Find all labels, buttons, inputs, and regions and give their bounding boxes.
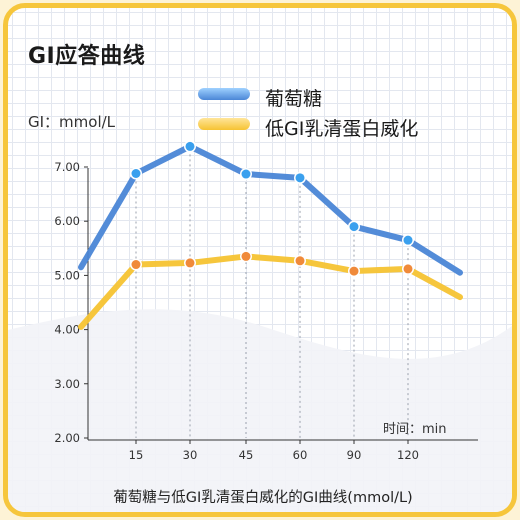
y-tick-label: 3.00	[54, 377, 80, 391]
y-tick-label: 4.00	[54, 323, 80, 337]
data-point-glucose	[403, 235, 413, 245]
x-tick-label: 90	[347, 448, 362, 462]
chart-title: GI应答曲线	[28, 44, 146, 69]
y-tick-label: 6.00	[54, 214, 80, 228]
x-tick-label: 45	[239, 448, 254, 462]
y-tick-label: 5.00	[54, 268, 80, 282]
x-tick-label: 120	[397, 448, 419, 462]
y-axis-label: GI：mmol/L	[28, 113, 116, 131]
data-point-glucose	[241, 169, 251, 179]
x-axis-label: 时间：min	[383, 422, 447, 437]
series-line-wafer	[78, 253, 463, 330]
legend-swatch-wafer	[198, 118, 250, 130]
y-tick-label: 2.00	[54, 431, 80, 445]
legend-label-glucose: 葡萄糖	[265, 88, 323, 110]
x-tick-label: 15	[129, 448, 144, 462]
data-point-wafer	[185, 258, 195, 268]
data-point-wafer	[403, 264, 413, 274]
series-line-glucose	[78, 143, 463, 276]
data-point-glucose	[185, 141, 195, 151]
data-point-wafer	[131, 260, 141, 270]
legend-swatch-glucose	[198, 88, 250, 100]
data-point-glucose	[349, 222, 359, 232]
legend-label-wafer: 低GI乳清蛋白威化	[265, 118, 419, 140]
x-tick-label: 30	[183, 448, 198, 462]
data-point-glucose	[295, 173, 305, 183]
data-point-wafer	[349, 266, 359, 276]
x-tick-label: 60	[293, 448, 308, 462]
chart-plot: 2.00 3.00 4.00 5.00 6.00 7.00 15 30 45 60 90 120	[8, 140, 512, 512]
data-point-wafer	[241, 251, 251, 261]
data-point-glucose	[131, 169, 141, 179]
chart-card: 2.00 3.00 4.00 5.00 6.00 7.00 15 30 45 60 90 120 GI…	[3, 3, 517, 517]
chart-caption: 葡萄糖与低GI乳清蛋白威化的GI曲线(mmol/L)	[113, 490, 413, 506]
data-point-wafer	[295, 256, 305, 266]
wave-background	[8, 309, 512, 512]
y-tick-label: 7.00	[54, 160, 80, 174]
